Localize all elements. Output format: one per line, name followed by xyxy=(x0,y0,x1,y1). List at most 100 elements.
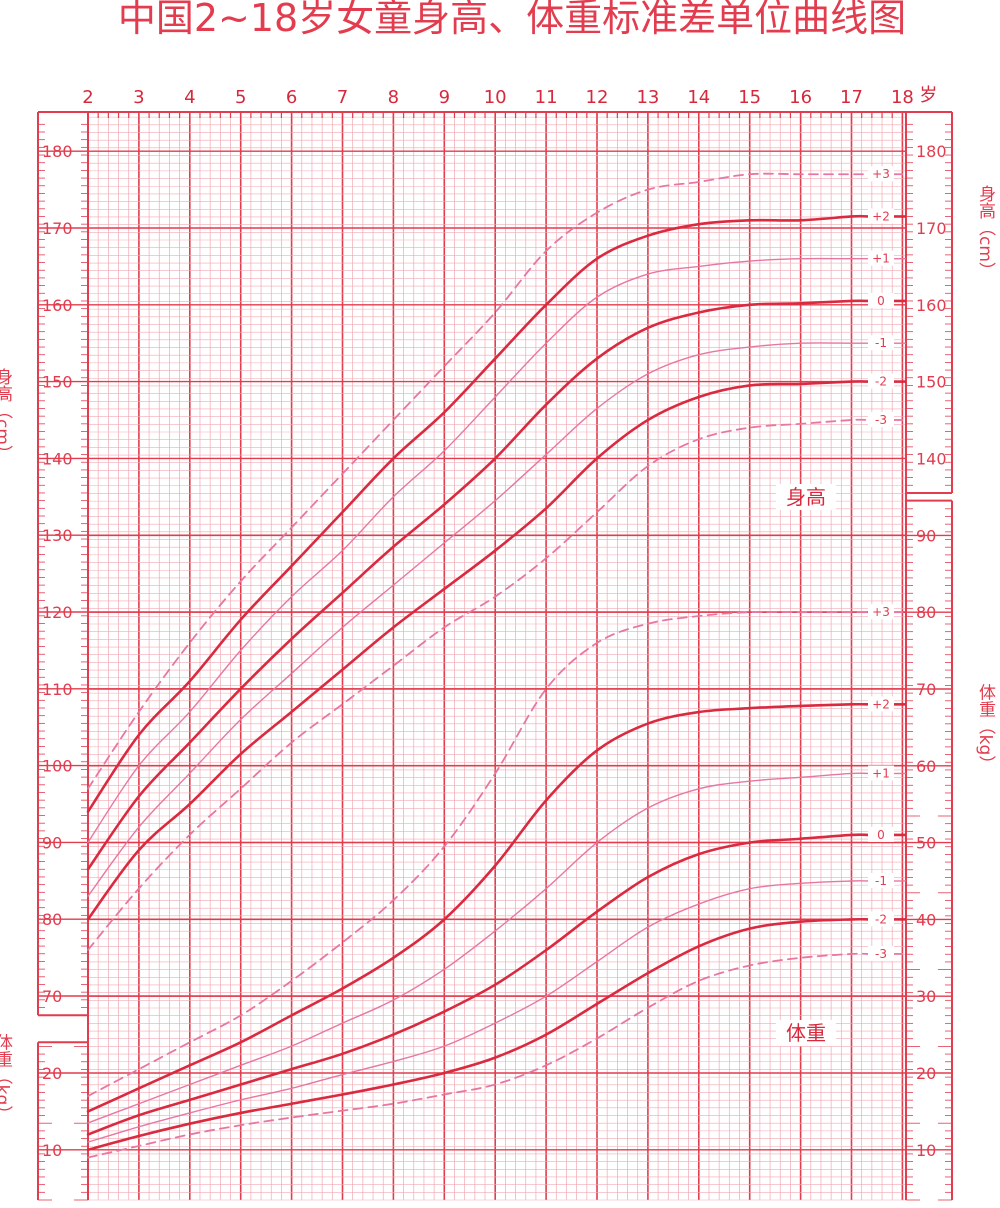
height-axis-title-right: 身高（cm） xyxy=(975,185,996,279)
height-tick-left: 180 xyxy=(42,142,73,161)
height-curve-sdplus1 xyxy=(87,257,869,844)
height-tick-left: 130 xyxy=(42,526,73,545)
height-curve-label: +1 xyxy=(872,252,890,266)
height-tick-left: 120 xyxy=(42,603,73,622)
height-curve-sdminus3 xyxy=(87,418,869,951)
curve-label-bg xyxy=(868,373,894,389)
chart-title: 中国2~18岁女童身高、体重标准差单位曲线图 xyxy=(118,0,906,40)
height-tick-left: 150 xyxy=(42,373,73,392)
weight-curve-sdminus3 xyxy=(87,952,869,1159)
age-tick-label: 10 xyxy=(484,87,507,108)
age-tick-label: 18 xyxy=(891,87,914,108)
curve-label-bg xyxy=(868,166,894,182)
weight-curve-label: +1 xyxy=(872,766,890,780)
height-curve-label: +2 xyxy=(872,209,890,223)
weight-section-label-bg xyxy=(776,1020,836,1046)
weight-curve-sd0 xyxy=(86,833,870,1136)
weight-curve-sdminus2 xyxy=(86,917,870,1152)
curve-label-bg xyxy=(868,826,894,842)
age-tick-label: 4 xyxy=(184,87,195,108)
age-tick-label: 3 xyxy=(133,87,144,108)
height-curve-label: -1 xyxy=(875,336,887,350)
weight-axis-title-right: 体重（kg） xyxy=(975,684,996,773)
height-curve-sd0 xyxy=(86,299,870,871)
height-tick-left: 170 xyxy=(42,219,73,238)
weight-tick-right: 60 xyxy=(916,757,936,776)
axis-frame xyxy=(37,111,953,1201)
weight-tick-right: 30 xyxy=(916,987,936,1006)
weight-tick-right: 10 xyxy=(916,1141,936,1160)
height-tick-right: 140 xyxy=(916,449,947,468)
age-tick-label: 2 xyxy=(82,87,93,108)
weight-tick-right: 80 xyxy=(916,603,936,622)
height-curve-label: 0 xyxy=(877,294,885,308)
weight-tick-left: 20 xyxy=(42,1064,62,1083)
weight-curve-label: -1 xyxy=(875,874,887,888)
weight-curve-sdminus1 xyxy=(87,880,869,1143)
height-tick-left: 90 xyxy=(42,833,62,852)
height-axis-title-left: 身高（cm） xyxy=(0,368,13,462)
weight-curve-label: 0 xyxy=(877,828,885,842)
weight-curve-label: -2 xyxy=(875,912,887,926)
age-tick-label: 15 xyxy=(738,87,761,108)
age-tick-label: 7 xyxy=(337,87,348,108)
weight-curve-label: +3 xyxy=(872,605,890,619)
height-curve-sdminus1 xyxy=(87,342,869,897)
age-tick-label: 16 xyxy=(789,87,812,108)
height-curve-label: +3 xyxy=(872,167,890,181)
age-tick-label: 5 xyxy=(235,87,246,108)
curve-label-bg xyxy=(868,208,894,224)
curve-label-bg xyxy=(868,250,894,266)
height-tick-right: 170 xyxy=(916,219,947,238)
height-section-label: 身高 xyxy=(786,485,826,509)
curve-label-bg xyxy=(868,873,894,888)
weight-curve-label: +2 xyxy=(872,697,890,711)
height-tick-left: 110 xyxy=(42,680,73,699)
height-tick-left: 160 xyxy=(42,296,73,315)
curve-label-bg xyxy=(868,335,894,351)
curve-label-bg xyxy=(868,604,894,620)
age-tick-label: 13 xyxy=(636,87,659,108)
age-tick-label: 17 xyxy=(840,87,863,108)
height-curve-label: -3 xyxy=(875,413,887,427)
height-tick-left: 80 xyxy=(42,910,62,929)
height-curve-sdplus3 xyxy=(87,172,869,790)
weight-tick-right: 70 xyxy=(916,680,936,699)
height-section-label-bg xyxy=(776,484,836,510)
height-curve-label: -2 xyxy=(875,375,887,389)
age-tick-label: 12 xyxy=(586,87,609,108)
age-tick-label: 8 xyxy=(388,87,399,108)
weight-tick-right: 20 xyxy=(916,1064,936,1083)
height-tick-left: 100 xyxy=(42,757,73,776)
age-tick-label: 6 xyxy=(286,87,297,108)
curve-label-bg xyxy=(868,412,894,427)
age-tick-label: 11 xyxy=(535,87,558,108)
height-tick-right: 160 xyxy=(916,296,947,315)
sd-curves xyxy=(86,172,870,1159)
height-curve-sdplus2 xyxy=(86,214,870,813)
height-tick-left: 70 xyxy=(42,987,62,1006)
weight-tick-right: 40 xyxy=(916,910,936,929)
curve-label-bg xyxy=(868,945,894,961)
height-tick-left: 140 xyxy=(42,449,73,468)
curve-label-bg xyxy=(868,292,894,308)
curve-label-bg xyxy=(868,911,894,927)
weight-axis-title-left: 体重（kg） xyxy=(0,1034,13,1123)
weight-curve-sdplus2 xyxy=(86,702,870,1113)
age-unit-label: 岁 xyxy=(919,85,937,106)
curve-label-bg xyxy=(868,696,894,712)
weight-curve-sdplus1 xyxy=(87,772,869,1124)
weight-tick-right: 90 xyxy=(916,526,936,545)
age-tick-label: 9 xyxy=(439,87,450,108)
tick-labels: 2 3 4 5 6 7 8 9 10 11 12 13 14 15 16 17 18 岁 180 170 160 150 1… xyxy=(0,85,996,1160)
weight-curve-label: -3 xyxy=(875,947,887,961)
curve-label-bg xyxy=(868,765,894,781)
height-tick-right: 150 xyxy=(916,373,947,392)
height-curve-sdminus2 xyxy=(86,380,870,921)
weight-tick-left: 10 xyxy=(42,1141,62,1160)
age-tick-label: 14 xyxy=(687,87,710,108)
height-tick-right: 180 xyxy=(916,142,947,161)
weight-curve-sdplus3 xyxy=(87,611,869,1097)
